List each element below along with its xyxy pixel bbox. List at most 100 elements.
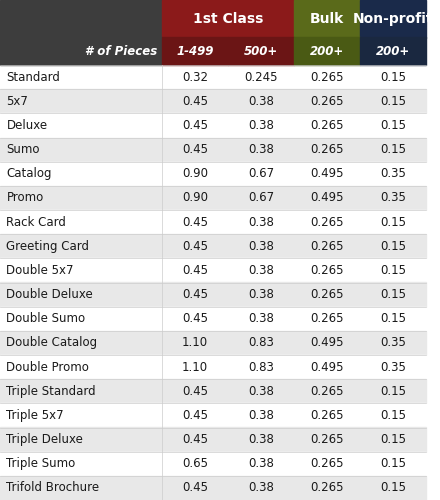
- Text: 0.15: 0.15: [380, 95, 406, 108]
- Text: Triple Standard: Triple Standard: [7, 385, 96, 398]
- Bar: [294, 0, 360, 38]
- Text: 0.495: 0.495: [310, 192, 344, 204]
- Text: 0.15: 0.15: [380, 70, 406, 84]
- Text: 0.45: 0.45: [182, 264, 208, 277]
- Text: 0.15: 0.15: [380, 457, 406, 470]
- Text: 0.38: 0.38: [248, 288, 274, 301]
- Text: 0.45: 0.45: [182, 216, 208, 228]
- Text: 0.495: 0.495: [310, 336, 344, 349]
- Text: 0.265: 0.265: [310, 385, 344, 398]
- Text: Bulk: Bulk: [310, 12, 344, 26]
- Text: 1st Class: 1st Class: [193, 12, 263, 26]
- Text: 0.45: 0.45: [182, 288, 208, 301]
- Text: 0.83: 0.83: [248, 336, 274, 349]
- Text: 0.35: 0.35: [380, 360, 406, 374]
- Bar: [0, 379, 426, 404]
- Bar: [0, 114, 426, 138]
- Text: Triple 5x7: Triple 5x7: [7, 409, 64, 422]
- Text: 1.10: 1.10: [182, 360, 208, 374]
- Text: 0.15: 0.15: [380, 216, 406, 228]
- Text: 0.90: 0.90: [182, 167, 208, 180]
- Text: 0.265: 0.265: [310, 95, 344, 108]
- Bar: [0, 452, 426, 476]
- Text: 0.38: 0.38: [248, 264, 274, 277]
- Text: 0.15: 0.15: [380, 264, 406, 277]
- Text: 0.15: 0.15: [380, 312, 406, 325]
- Bar: [360, 38, 426, 65]
- Text: 0.265: 0.265: [310, 457, 344, 470]
- Text: 0.90: 0.90: [182, 192, 208, 204]
- Bar: [0, 428, 426, 452]
- Text: 0.45: 0.45: [182, 385, 208, 398]
- Bar: [0, 0, 162, 38]
- Text: 0.265: 0.265: [310, 409, 344, 422]
- Bar: [0, 138, 426, 162]
- Bar: [0, 355, 426, 379]
- Text: 5x7: 5x7: [7, 95, 28, 108]
- Text: 0.265: 0.265: [310, 312, 344, 325]
- Text: Double Deluxe: Double Deluxe: [7, 288, 93, 301]
- Text: 0.45: 0.45: [182, 240, 208, 253]
- Text: Triple Sumo: Triple Sumo: [7, 457, 76, 470]
- Text: 0.265: 0.265: [310, 240, 344, 253]
- Text: Catalog: Catalog: [7, 167, 52, 180]
- Text: 0.35: 0.35: [380, 167, 406, 180]
- Bar: [162, 38, 228, 65]
- Bar: [0, 89, 426, 114]
- Text: 0.265: 0.265: [310, 264, 344, 277]
- Text: 0.65: 0.65: [182, 457, 208, 470]
- Text: 0.45: 0.45: [182, 143, 208, 156]
- Text: Standard: Standard: [7, 70, 60, 84]
- Text: 0.245: 0.245: [244, 70, 278, 84]
- Text: 0.265: 0.265: [310, 119, 344, 132]
- Text: 0.38: 0.38: [248, 482, 274, 494]
- Text: 0.38: 0.38: [248, 143, 274, 156]
- Bar: [0, 331, 426, 355]
- Bar: [0, 186, 426, 210]
- Bar: [0, 476, 426, 500]
- Text: Sumo: Sumo: [7, 143, 40, 156]
- Text: Greeting Card: Greeting Card: [7, 240, 89, 253]
- Text: 500+: 500+: [244, 45, 278, 58]
- Text: 0.15: 0.15: [380, 482, 406, 494]
- Bar: [0, 234, 426, 258]
- Text: 1.10: 1.10: [182, 336, 208, 349]
- Text: 0.38: 0.38: [248, 312, 274, 325]
- Text: Rack Card: Rack Card: [7, 216, 66, 228]
- Text: 0.265: 0.265: [310, 70, 344, 84]
- Bar: [0, 258, 426, 282]
- Text: 0.15: 0.15: [380, 385, 406, 398]
- Text: Non-profit: Non-profit: [353, 12, 433, 26]
- Text: 0.67: 0.67: [248, 167, 274, 180]
- Text: Deluxe: Deluxe: [7, 119, 48, 132]
- Text: 0.495: 0.495: [310, 360, 344, 374]
- Bar: [228, 38, 294, 65]
- Text: Double Promo: Double Promo: [7, 360, 89, 374]
- Text: 0.15: 0.15: [380, 433, 406, 446]
- Text: 0.15: 0.15: [380, 143, 406, 156]
- Text: 0.15: 0.15: [380, 409, 406, 422]
- Text: Double 5x7: Double 5x7: [7, 264, 74, 277]
- Text: 0.35: 0.35: [380, 336, 406, 349]
- Text: 0.15: 0.15: [380, 119, 406, 132]
- Text: 0.32: 0.32: [182, 70, 208, 84]
- Text: 0.45: 0.45: [182, 409, 208, 422]
- Bar: [0, 162, 426, 186]
- Bar: [0, 38, 162, 65]
- Text: 0.265: 0.265: [310, 288, 344, 301]
- Text: 0.15: 0.15: [380, 240, 406, 253]
- Text: 200+: 200+: [310, 45, 344, 58]
- Text: 200+: 200+: [376, 45, 410, 58]
- Text: 0.265: 0.265: [310, 433, 344, 446]
- Text: 0.38: 0.38: [248, 119, 274, 132]
- Text: 0.45: 0.45: [182, 312, 208, 325]
- Text: 0.45: 0.45: [182, 119, 208, 132]
- Bar: [0, 404, 426, 427]
- Text: 0.265: 0.265: [310, 482, 344, 494]
- Text: 0.45: 0.45: [182, 433, 208, 446]
- Text: 0.38: 0.38: [248, 240, 274, 253]
- Text: 0.495: 0.495: [310, 167, 344, 180]
- Text: Double Sumo: Double Sumo: [7, 312, 85, 325]
- Text: 0.38: 0.38: [248, 409, 274, 422]
- Text: 1-499: 1-499: [176, 45, 214, 58]
